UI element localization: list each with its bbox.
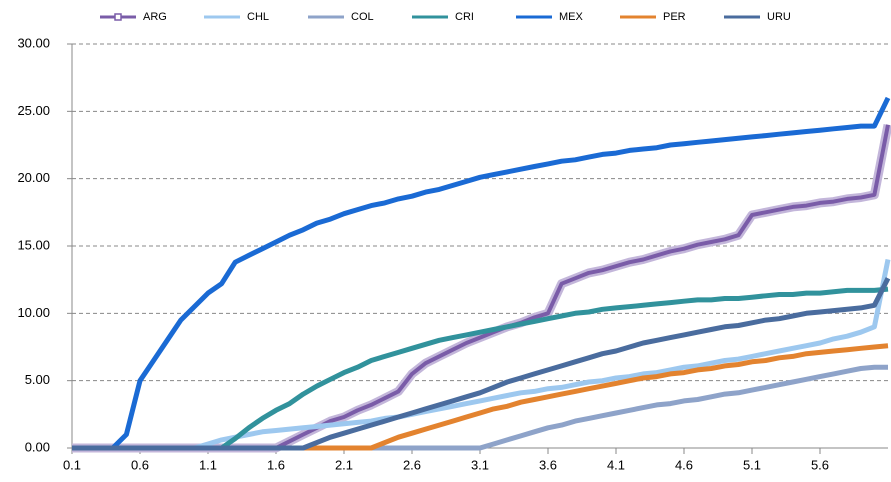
legend-text: URU — [767, 11, 791, 23]
series-line — [72, 277, 891, 451]
x-tick-label: 5.1 — [743, 457, 761, 472]
y-tick-label: 5.00 — [25, 372, 50, 387]
series-line — [72, 259, 891, 451]
legend-text: PER — [663, 11, 686, 23]
y-tick-label: 30.00 — [17, 35, 50, 50]
x-tick-label: 1.1 — [199, 457, 217, 472]
y-tick-label: 0.00 — [25, 439, 50, 454]
y-tick-label: 20.00 — [17, 170, 50, 185]
legend-text: CHL — [247, 11, 269, 23]
x-tick-label: 1.6 — [267, 457, 285, 472]
series-line — [72, 96, 891, 451]
x-tick-label: 2.6 — [403, 457, 421, 472]
x-tick-label: 0.1 — [63, 457, 81, 472]
x-tick-label: 3.6 — [539, 457, 557, 472]
series-line — [72, 364, 888, 451]
x-tick-label: 4.1 — [607, 457, 625, 472]
legend-text: COL — [351, 11, 374, 23]
x-tick-label: 4.6 — [675, 457, 693, 472]
legend-marker — [114, 13, 122, 21]
y-tick-label: 15.00 — [17, 237, 50, 252]
x-tick-label: 5.6 — [811, 457, 829, 472]
y-tick-label: 10.00 — [17, 305, 50, 320]
legend-text: MEX — [559, 11, 584, 23]
legend-text: CRI — [455, 11, 474, 23]
x-tick-label: 0.6 — [131, 457, 149, 472]
legend-text: ARG — [143, 11, 167, 23]
series-line — [72, 343, 889, 451]
x-tick-label: 3.1 — [471, 457, 489, 472]
y-tick-label: 25.00 — [17, 103, 50, 118]
x-tick-label: 2.1 — [335, 457, 353, 472]
